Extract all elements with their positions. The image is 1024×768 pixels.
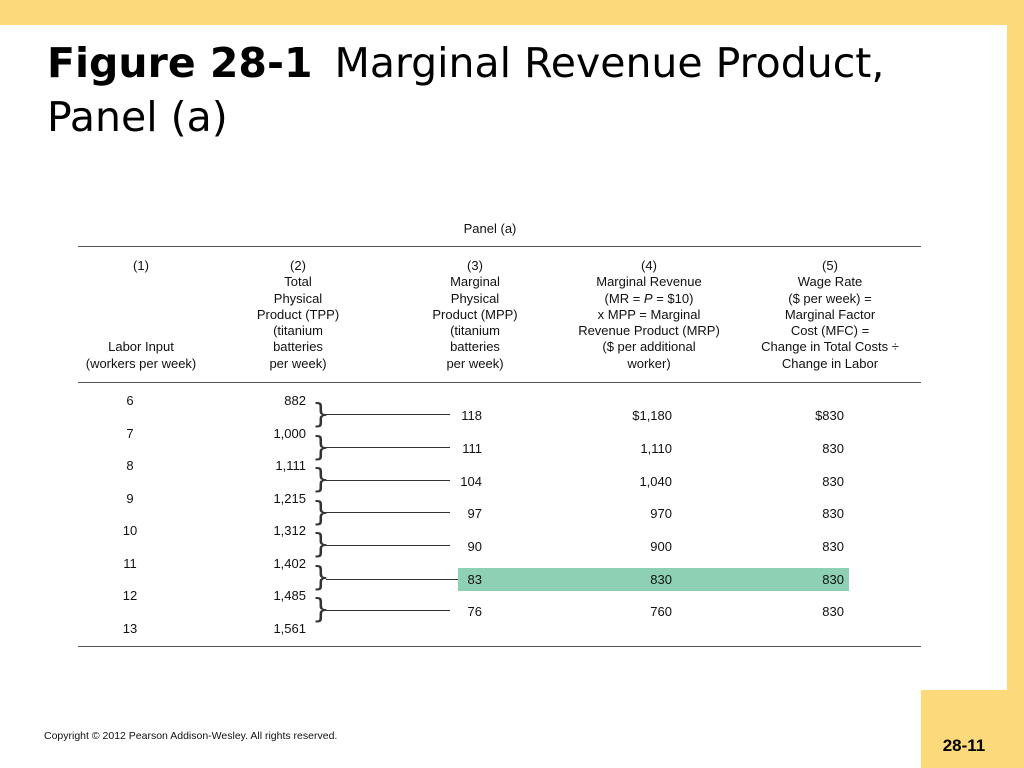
labor-input-cell: 9 [126, 491, 134, 506]
slide-number: 28-11 [942, 736, 986, 755]
mpp-cell: 111 [462, 441, 482, 456]
brace-icon: } [312, 495, 330, 528]
connector-line [326, 579, 458, 580]
mrp-cell: 900 [650, 539, 672, 554]
mfc-cell: 830 [822, 474, 844, 489]
tpp-cell: 1,111 [275, 458, 306, 473]
mfc-cell: 830 [822, 441, 844, 456]
brace-icon: } [312, 397, 330, 430]
mpp-cell: 83 [467, 572, 482, 587]
top-accent-bar [0, 0, 1024, 25]
panel-title: Panel (a) [463, 221, 517, 236]
mfc-cell: $830 [815, 408, 844, 423]
slide-number-box: 28-11 [921, 690, 1007, 768]
slide-title: Figure 28-1 Marginal Revenue Product, Pan… [47, 36, 884, 144]
copyright-notice: Copyright © 2012 Pearson Addison-Wesley.… [44, 730, 338, 742]
mrp-cell: 760 [650, 604, 672, 619]
labor-input-cell: 13 [122, 621, 138, 636]
mfc-cell: 830 [822, 572, 844, 587]
title-line-1: Marginal Revenue Product, [334, 39, 885, 87]
mrp-cell: 1,040 [639, 474, 672, 489]
labor-input-cell: 7 [126, 426, 134, 441]
column-header-mpp: (3) Marginal Physical Product (MPP) (tit… [432, 258, 518, 371]
mpp-cell: 90 [467, 539, 482, 554]
brace-icon: } [312, 462, 330, 495]
tpp-cell: 882 [284, 393, 306, 408]
highlight-row-mrp-equals-mfc [458, 568, 849, 591]
connector-line [326, 610, 450, 611]
connector-line [326, 480, 450, 481]
labor-input-cell: 11 [123, 556, 137, 571]
mpp-cell: 76 [467, 604, 482, 619]
tpp-cell: 1,402 [273, 556, 306, 571]
labor-input-cell: 8 [126, 458, 134, 473]
mrp-cell: 830 [650, 572, 672, 587]
mrp-cell: 970 [650, 506, 672, 521]
mfc-cell: 830 [822, 604, 844, 619]
title-line-2: Panel (a) [47, 93, 228, 141]
column-header-tpp: (2) Total Physical Product (TPP) (titani… [256, 258, 340, 371]
tpp-cell: 1,312 [273, 523, 306, 538]
tpp-cell: 1,000 [273, 426, 306, 441]
labor-input-cell: 10 [122, 523, 138, 538]
column-header-labor-input: (1) Labor Input (workers per week) [85, 258, 197, 371]
mrp-cell: 1,110 [640, 441, 672, 456]
table-top-rule [78, 246, 921, 247]
labor-input-cell: 12 [122, 588, 138, 603]
mpp-cell: 118 [461, 408, 482, 423]
connector-line [326, 512, 450, 513]
column-header-wage-rate: (5) Wage Rate ($ per week) = Marginal Fa… [761, 258, 899, 371]
figure-label: Figure 28-1 [47, 39, 313, 87]
table-bottom-rule [78, 646, 921, 647]
tpp-cell: 1,485 [273, 588, 306, 603]
brace-icon: } [312, 430, 330, 463]
connector-line [326, 447, 450, 448]
connector-line [326, 545, 450, 546]
mpp-cell: 104 [460, 474, 482, 489]
tpp-cell: 1,561 [273, 621, 306, 636]
brace-icon: } [312, 592, 330, 625]
right-accent-bar [1007, 25, 1024, 768]
table-header-rule [78, 382, 921, 383]
mpp-cell: 97 [467, 506, 482, 521]
tpp-cell: 1,215 [273, 491, 306, 506]
mrp-cell: $1,180 [632, 408, 672, 423]
brace-icon: } [312, 527, 330, 560]
brace-icon: } [312, 560, 330, 593]
column-header-mrp: (4) Marginal Revenue (MR = P = $10) x MP… [578, 258, 720, 371]
labor-input-cell: 6 [126, 393, 134, 408]
mfc-cell: 830 [822, 539, 844, 554]
connector-line [326, 414, 450, 415]
mfc-cell: 830 [822, 506, 844, 521]
